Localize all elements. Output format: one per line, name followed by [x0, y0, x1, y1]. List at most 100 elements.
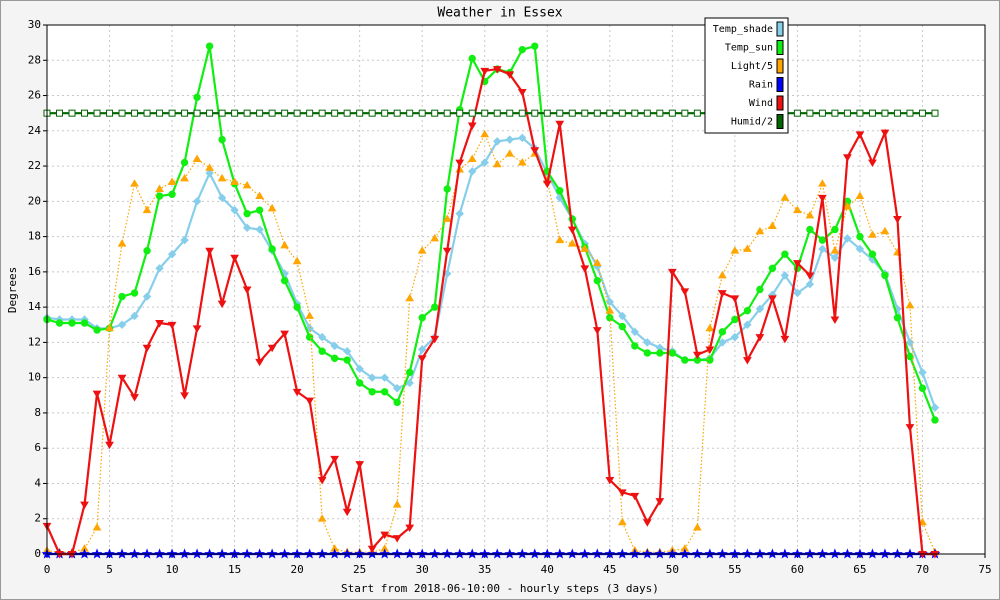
point [118, 292, 126, 301]
point [293, 303, 301, 311]
point [806, 225, 814, 234]
point [68, 319, 76, 327]
point [505, 149, 515, 157]
point [656, 349, 664, 357]
plot-area [47, 25, 985, 554]
y-tick-label: 28 [28, 53, 41, 66]
point [768, 264, 777, 273]
point [317, 332, 327, 342]
x-tick-label: 50 [666, 563, 679, 576]
point [643, 349, 652, 357]
point [355, 379, 364, 387]
point [918, 517, 927, 526]
point [418, 314, 426, 322]
point [230, 254, 239, 263]
point [367, 545, 377, 554]
legend-box [704, 17, 789, 134]
point [818, 244, 827, 254]
legend-label: Rain [749, 80, 773, 91]
point [780, 193, 790, 201]
point [206, 109, 214, 117]
point [743, 306, 752, 315]
point [168, 109, 176, 117]
point [618, 109, 626, 117]
point [480, 129, 490, 138]
point [656, 109, 664, 117]
point [805, 280, 815, 289]
plot-frame [46, 24, 986, 555]
point [417, 246, 427, 254]
point [705, 346, 715, 354]
point [205, 247, 214, 256]
point [180, 235, 189, 245]
point [505, 71, 515, 79]
point [205, 163, 214, 171]
point [567, 239, 577, 247]
point [618, 322, 627, 331]
point [606, 109, 614, 117]
point [556, 187, 564, 195]
point [755, 334, 765, 342]
point [617, 489, 627, 497]
series-line [46, 136, 937, 409]
point [880, 129, 890, 138]
point [730, 246, 740, 254]
legend-label: Light/5 [731, 61, 773, 72]
point [680, 288, 690, 296]
point [343, 109, 351, 117]
point [168, 190, 176, 198]
point [831, 109, 839, 117]
point [630, 492, 640, 501]
point [230, 205, 239, 215]
point [417, 355, 427, 363]
point [567, 226, 577, 235]
point [930, 403, 940, 412]
y-tick-label: 18 [28, 230, 41, 243]
point [617, 517, 627, 526]
x-tick-label: 55 [728, 563, 741, 576]
point [531, 109, 539, 117]
point [242, 223, 252, 232]
point [793, 288, 802, 298]
point [305, 333, 314, 341]
point [105, 323, 114, 332]
point [805, 272, 815, 280]
point [580, 265, 590, 273]
point [830, 246, 840, 254]
point [818, 194, 827, 203]
y-tick-label: 14 [28, 300, 42, 313]
point [568, 109, 576, 117]
point [730, 295, 740, 303]
legend-swatch [776, 114, 784, 129]
point [667, 268, 677, 277]
point [130, 289, 139, 297]
point [918, 551, 927, 559]
point [517, 89, 527, 97]
point [305, 324, 314, 333]
point [330, 354, 339, 362]
point [456, 109, 464, 117]
point [68, 109, 76, 117]
point [180, 173, 189, 182]
point [381, 109, 389, 117]
point [142, 344, 152, 353]
point [93, 326, 101, 334]
point [355, 461, 365, 469]
point [117, 374, 127, 383]
point [467, 122, 477, 130]
point [255, 225, 264, 234]
point [455, 159, 465, 168]
point [280, 330, 290, 339]
y-tick-label: 20 [28, 194, 41, 207]
x-tick-label: 60 [791, 563, 804, 576]
point [231, 109, 239, 117]
point [742, 357, 752, 365]
point [418, 109, 426, 117]
point [192, 325, 202, 333]
x-tick-label: 75 [978, 563, 991, 576]
point [405, 378, 414, 388]
point [268, 245, 276, 253]
legend-swatch [776, 40, 784, 55]
point [843, 234, 852, 243]
point [305, 397, 315, 406]
